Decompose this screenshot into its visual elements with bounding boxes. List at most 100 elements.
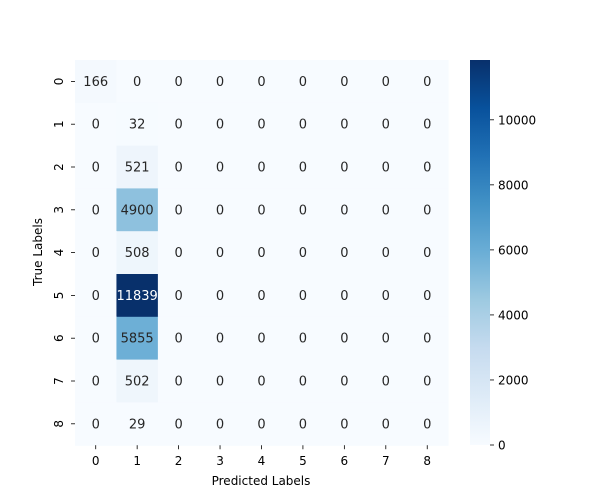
cell-annotation-r4-c2: 0 [174, 246, 182, 261]
heatmap-cell-r5-c1 [116, 274, 159, 318]
cell-annotation-r8-c8: 0 [423, 417, 431, 432]
x-axis-ticks: 0 1 2 3 4 5 6 7 8 [92, 445, 431, 468]
cell-annotation-r8-c0: 0 [92, 417, 100, 432]
heatmap-cell-r4-c0 [75, 231, 118, 275]
cell-annotation-r5-c4: 0 [257, 289, 265, 304]
heatmap-cell-r4-c8 [406, 231, 449, 275]
cell-annotation-r6-c3: 0 [216, 332, 224, 347]
y-axis-label: True Labels [31, 218, 45, 287]
x-tick-label-0: 0 [92, 454, 100, 468]
cell-annotation-r0-c5: 0 [299, 75, 307, 90]
y-tick-label-1: 1 [52, 120, 66, 128]
cell-annotation-r1-c1: 32 [129, 118, 146, 133]
heatmap-cell-r4-c6 [323, 231, 366, 275]
cell-annotation-r3-c8: 0 [423, 203, 431, 218]
heatmap-cell-r5-c8 [406, 274, 449, 318]
cell-annotation-r6-c6: 0 [340, 332, 348, 347]
x-tick-label-8: 8 [423, 454, 431, 468]
heatmap-cell-r1-c6 [323, 102, 366, 147]
cell-annotation-r7-c5: 0 [299, 375, 307, 390]
heatmap-cell-r6-c8 [406, 316, 449, 361]
cell-annotation-r3-c3: 0 [216, 203, 224, 218]
cell-annotations: 166 0 0 0 0 0 0 0 0 0 32 0 0 0 0 0 0 0 0 521 0 0 0 0 0 0 0 0 4900 0 0 0… [83, 75, 431, 432]
heatmap-cell-r6-c0 [75, 316, 118, 361]
heatmap-cell-r5-c4 [240, 274, 283, 318]
heatmap-cell-r3-c3 [199, 188, 242, 232]
cell-annotation-r6-c1: 5855 [121, 332, 154, 347]
heatmap-cell-r0-c2 [157, 60, 200, 104]
heatmap-cell-r7-c0 [75, 359, 118, 403]
colorbar-tick-label-4000: 4000 [498, 308, 529, 322]
cell-annotation-r7-c1: 502 [125, 375, 150, 390]
cell-annotation-r2-c8: 0 [423, 161, 431, 176]
cell-annotation-r1-c0: 0 [92, 118, 100, 133]
cell-annotation-r6-c8: 0 [423, 332, 431, 347]
cell-annotation-r3-c4: 0 [257, 203, 265, 218]
cell-annotation-r4-c6: 0 [340, 246, 348, 261]
cell-annotation-r7-c2: 0 [174, 375, 182, 390]
cell-annotation-r7-c8: 0 [423, 375, 431, 390]
heatmap-cell-r7-c5 [282, 359, 325, 403]
cell-annotation-r2-c6: 0 [340, 161, 348, 176]
cell-annotation-r5-c2: 0 [174, 289, 182, 304]
cell-annotation-r1-c4: 0 [257, 118, 265, 133]
colorbar [470, 60, 490, 445]
heatmap-cell-r1-c4 [240, 102, 283, 147]
cell-annotation-r3-c1: 4900 [121, 203, 154, 218]
cell-annotation-r0-c0: 166 [83, 75, 108, 90]
heatmap-cell-r0-c4 [240, 60, 283, 104]
cell-annotation-r4-c4: 0 [257, 246, 265, 261]
heatmap-cell-r8-c6 [323, 402, 366, 446]
cell-annotation-r5-c0: 0 [92, 289, 100, 304]
heatmap-cell-r7-c1 [116, 359, 159, 403]
heatmap-cell-r6-c3 [199, 316, 242, 361]
heatmap-cell-r5-c3 [199, 274, 242, 318]
cell-annotation-r3-c5: 0 [299, 203, 307, 218]
heatmap-cell-r4-c7 [365, 231, 408, 275]
cell-annotation-r2-c1: 521 [125, 161, 150, 176]
cell-annotation-r0-c7: 0 [382, 75, 390, 90]
heatmap-cell-r5-c7 [365, 274, 408, 318]
heatmap-cell-r5-c2 [157, 274, 200, 318]
cell-annotation-r8-c6: 0 [340, 417, 348, 432]
cell-annotation-r6-c2: 0 [174, 332, 182, 347]
colorbar-ticks: 0 2000 4000 6000 8000 10000 [490, 113, 536, 453]
heatmap-cell-r0-c1 [116, 60, 159, 104]
x-tick-label-3: 3 [216, 454, 224, 468]
cell-annotation-r5-c5: 0 [299, 289, 307, 304]
heatmap-cells [75, 60, 449, 446]
heatmap-cell-r8-c4 [240, 402, 283, 446]
heatmap-cell-r5-c0 [75, 274, 118, 318]
heatmap-cell-r2-c6 [323, 145, 366, 189]
cell-annotation-r4-c3: 0 [216, 246, 224, 261]
cell-annotation-r0-c8: 0 [423, 75, 431, 90]
heatmap-cell-r0-c8 [406, 60, 449, 104]
cell-annotation-r5-c1: 11839 [116, 289, 157, 304]
cell-annotation-r8-c1: 29 [129, 417, 146, 432]
heatmap-cell-r7-c3 [199, 359, 242, 403]
cell-annotation-r1-c2: 0 [174, 118, 182, 133]
heatmap-cell-r8-c1 [116, 402, 159, 446]
cell-annotation-r4-c8: 0 [423, 246, 431, 261]
cell-annotation-r1-c8: 0 [423, 118, 431, 133]
heatmap-cell-r0-c3 [199, 60, 242, 104]
cell-annotation-r4-c5: 0 [299, 246, 307, 261]
x-tick-label-1: 1 [133, 454, 141, 468]
cell-annotation-r3-c0: 0 [92, 203, 100, 218]
heatmap-cell-r5-c5 [282, 274, 325, 318]
cell-annotation-r7-c0: 0 [92, 375, 100, 390]
cell-annotation-r0-c4: 0 [257, 75, 265, 90]
cell-annotation-r3-c2: 0 [174, 203, 182, 218]
cell-annotation-r2-c2: 0 [174, 161, 182, 176]
heatmap-cell-r6-c2 [157, 316, 200, 361]
cell-annotation-r7-c7: 0 [382, 375, 390, 390]
heatmap-cell-r2-c2 [157, 145, 200, 189]
y-tick-label-2: 2 [52, 163, 66, 171]
y-tick-label-8: 8 [52, 420, 66, 428]
heatmap-cell-r0-c6 [323, 60, 366, 104]
heatmap-cell-r4-c1 [116, 231, 159, 275]
heatmap-cell-r8-c5 [282, 402, 325, 446]
x-tick-label-6: 6 [341, 454, 349, 468]
